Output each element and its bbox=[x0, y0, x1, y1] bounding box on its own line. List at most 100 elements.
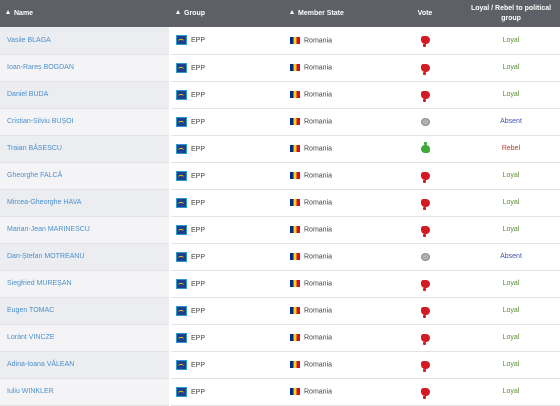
sort-icon bbox=[6, 10, 10, 14]
mep-name-link[interactable]: Ioan-Rareș BOGDAN bbox=[0, 54, 171, 81]
group-cell: EPP bbox=[170, 108, 284, 135]
name-column-header[interactable]: Name bbox=[0, 0, 170, 27]
vote-cell bbox=[388, 243, 462, 270]
vote-against-icon bbox=[420, 90, 430, 102]
vote-abstain-icon bbox=[420, 117, 430, 126]
group-column-header[interactable]: Group bbox=[170, 0, 284, 27]
mep-name-link[interactable]: Mircea-Gheorghe HAVA bbox=[0, 189, 171, 216]
mep-name-link[interactable]: Siegfried MUREȘAN bbox=[0, 270, 171, 297]
epp-logo-icon bbox=[176, 332, 187, 343]
loyalty-status: Loyal bbox=[502, 226, 520, 233]
loyalty-status: Loyal bbox=[502, 334, 520, 341]
loyalty-status: Loyal bbox=[502, 91, 520, 98]
table-row: Iuliu WINKLER EPP Romania Loyal bbox=[0, 378, 560, 405]
vote-cell bbox=[388, 378, 462, 405]
group-cell: EPP bbox=[170, 351, 284, 378]
member-state-cell: Romania bbox=[284, 216, 388, 243]
group-cell: EPP bbox=[170, 162, 284, 189]
member-state-label: Romania bbox=[304, 199, 333, 207]
romania-flag-icon bbox=[290, 252, 300, 260]
mep-name-link[interactable]: Gheorghe FALCĂ bbox=[0, 162, 171, 189]
table-header: Name Group Member State Vote Loyal / Reb… bbox=[0, 0, 560, 27]
group-cell: EPP bbox=[170, 189, 284, 216]
mep-name-link[interactable]: Daniel BUDA bbox=[0, 81, 171, 108]
romania-flag-icon bbox=[290, 360, 300, 368]
loyalty-status: Rebel bbox=[501, 145, 521, 152]
table-row: Dan-Ștefan MOTREANU EPP Romania Absent bbox=[0, 243, 560, 270]
mep-name-link[interactable]: Eugen TOMAC bbox=[0, 297, 171, 324]
vote-column-header[interactable]: Vote bbox=[417, 10, 433, 17]
loyalty-status: Loyal bbox=[502, 280, 520, 287]
mep-name-link[interactable]: Cristian-Silviu BUȘOI bbox=[0, 108, 171, 135]
romania-flag-icon bbox=[290, 144, 300, 152]
member-state-label: Romania bbox=[304, 226, 333, 234]
mep-name-link[interactable]: Lorànt VINCZE bbox=[0, 324, 171, 351]
group-cell: EPP bbox=[170, 324, 284, 351]
table-row: Marian-Jean MARINESCU EPP Romania Loyal bbox=[0, 216, 560, 243]
romania-flag-icon bbox=[290, 279, 300, 287]
table-row: Lorànt VINCZE EPP Romania Loyal bbox=[0, 324, 560, 351]
vote-against-icon bbox=[420, 36, 430, 48]
group-label: EPP bbox=[191, 145, 206, 153]
epp-logo-icon bbox=[176, 386, 187, 397]
group-cell: EPP bbox=[170, 270, 284, 297]
member-state-cell: Romania bbox=[284, 81, 388, 108]
loyalty-status: Absent bbox=[500, 253, 522, 260]
group-cell: EPP bbox=[170, 378, 284, 405]
epp-logo-icon bbox=[176, 35, 187, 46]
vote-cell bbox=[388, 189, 462, 216]
romania-flag-icon bbox=[290, 117, 300, 125]
member-state-cell: Romania bbox=[284, 135, 388, 162]
mep-name-link[interactable]: Traian BĂSESCU bbox=[0, 135, 171, 162]
romania-flag-icon bbox=[290, 90, 300, 98]
member-state-label: Romania bbox=[304, 361, 333, 369]
vote-cell bbox=[388, 297, 462, 324]
member-state-label: Romania bbox=[304, 91, 333, 99]
vote-cell bbox=[388, 324, 462, 351]
vote-cell bbox=[388, 27, 462, 54]
group-label: EPP bbox=[191, 37, 206, 45]
table-row: Eugen TOMAC EPP Romania Loyal bbox=[0, 297, 560, 324]
table-row: Cristian-Silviu BUȘOI EPP Romania Absent bbox=[0, 108, 560, 135]
mep-name-link[interactable]: Marian-Jean MARINESCU bbox=[0, 216, 171, 243]
vote-against-icon bbox=[420, 333, 430, 345]
sort-icon bbox=[176, 10, 180, 14]
group-label: EPP bbox=[191, 253, 206, 261]
epp-logo-icon bbox=[176, 143, 187, 154]
loyalty-status: Loyal bbox=[502, 199, 520, 206]
romania-flag-icon bbox=[290, 63, 300, 71]
member-state-cell: Romania bbox=[284, 243, 388, 270]
mep-name-link[interactable]: Dan-Ștefan MOTREANU bbox=[0, 243, 171, 270]
vote-cell bbox=[388, 162, 462, 189]
member-state-label: Romania bbox=[304, 280, 333, 288]
member-state-label: Romania bbox=[304, 307, 333, 315]
mep-name-link[interactable]: Adina-Ioana VĂLEAN bbox=[0, 351, 171, 378]
member-state-cell: Romania bbox=[284, 297, 388, 324]
loyalty-status: Loyal bbox=[502, 307, 520, 314]
table-row: Siegfried MUREȘAN EPP Romania Loyal bbox=[0, 270, 560, 297]
romania-flag-icon bbox=[290, 225, 300, 233]
table-row: Mircea-Gheorghe HAVA EPP Romania Loyal bbox=[0, 189, 560, 216]
member-state-label: Romania bbox=[304, 118, 333, 126]
vote-against-icon bbox=[420, 171, 430, 183]
member-state-cell: Romania bbox=[284, 351, 388, 378]
vote-against-icon bbox=[420, 198, 430, 210]
mep-name-link[interactable]: Iuliu WINKLER bbox=[0, 378, 171, 405]
group-label: EPP bbox=[191, 172, 206, 180]
loyalty-status: Absent bbox=[500, 118, 522, 125]
group-label: EPP bbox=[191, 307, 206, 315]
table-row: Vasile BLAGA EPP Romania Loyal bbox=[0, 27, 560, 54]
epp-logo-icon bbox=[176, 197, 187, 208]
member-state-cell: Romania bbox=[284, 189, 388, 216]
epp-logo-icon bbox=[176, 305, 187, 316]
loyal-column-header[interactable]: Loyal / Rebel to political group bbox=[470, 4, 552, 22]
vote-against-icon bbox=[420, 225, 430, 237]
sort-icon bbox=[290, 10, 294, 14]
member-state-column-header[interactable]: Member State bbox=[284, 0, 388, 27]
vote-abstain-icon bbox=[420, 252, 430, 261]
epp-logo-icon bbox=[176, 359, 187, 370]
romania-flag-icon bbox=[290, 333, 300, 341]
vote-cell bbox=[388, 54, 462, 81]
mep-name-link[interactable]: Vasile BLAGA bbox=[0, 27, 171, 54]
